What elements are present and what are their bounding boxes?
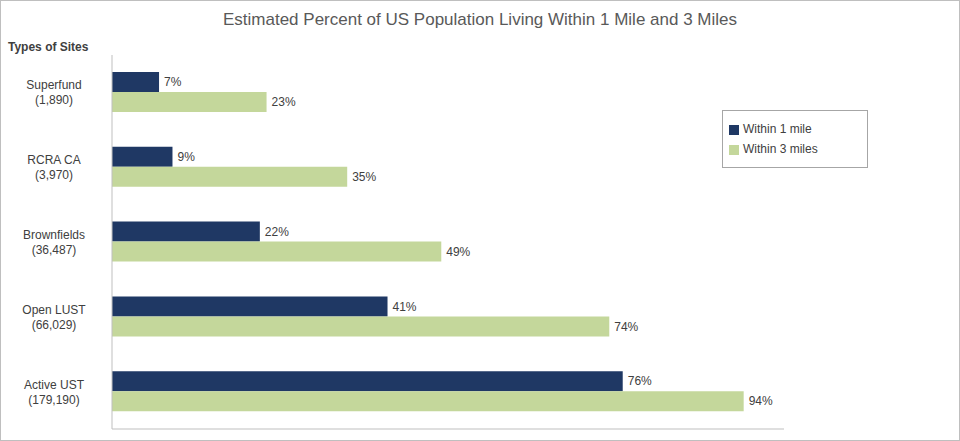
svg-text:9%: 9% <box>177 150 195 164</box>
svg-text:Open LUST(66,029): Open LUST(66,029) <box>22 303 86 332</box>
svg-text:94%: 94% <box>749 394 773 408</box>
svg-text:35%: 35% <box>352 170 376 184</box>
svg-text:74%: 74% <box>614 320 638 334</box>
svg-text:Active UST(179,190): Active UST(179,190) <box>24 378 85 407</box>
html-text:Types of Sites: Types of Sites <box>8 40 89 54</box>
svg-text:49%: 49% <box>446 245 470 259</box>
svg-text:RCRA CA(3,970): RCRA CA(3,970) <box>27 153 80 182</box>
svg-text:76%: 76% <box>628 374 652 388</box>
svg-text:23%: 23% <box>272 95 296 109</box>
svg-text:Superfund(1,890): Superfund(1,890) <box>26 78 81 107</box>
html-text:Within 3 miles: Within 3 miles <box>743 142 818 156</box>
svg-text:7%: 7% <box>164 75 182 89</box>
html-text:Estimated Percent of US Popula: Estimated Percent of US Population Livin… <box>223 10 737 29</box>
html-text:Within 1 mile: Within 1 mile <box>743 122 812 136</box>
svg-text:22%: 22% <box>265 225 289 239</box>
svg-text:41%: 41% <box>393 300 417 314</box>
svg-text:Brownfields(36,487): Brownfields(36,487) <box>23 228 85 257</box>
